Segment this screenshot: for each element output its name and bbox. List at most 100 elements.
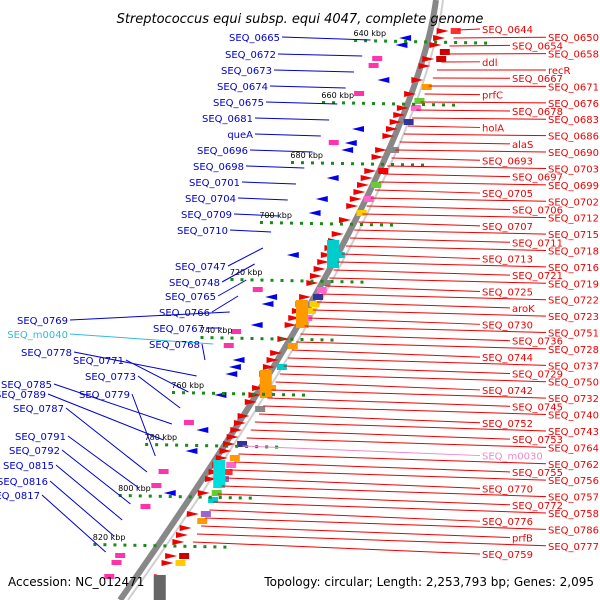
kbp-tick-dot	[392, 102, 396, 106]
kbp-tick-dot	[279, 221, 283, 225]
kbp-tick-dot	[235, 444, 239, 448]
right-gene-label: SEQ_0725	[482, 288, 533, 299]
forward-gene-arrow	[346, 203, 359, 209]
forward-gene-arrow	[422, 56, 435, 62]
right-label-connector	[271, 389, 547, 399]
right-label-connector	[354, 229, 547, 235]
gene-category-block	[200, 511, 211, 517]
kbp-tick-dot	[311, 161, 314, 165]
kbp-label: 640 kbp	[353, 29, 386, 38]
kbp-tick-dot	[192, 391, 196, 395]
kbp-tick-dot	[203, 545, 207, 549]
right-label-connector	[242, 445, 481, 457]
forward-gene-arrow	[313, 266, 326, 272]
reverse-gene-arrow	[395, 42, 408, 48]
kbp-tick-dot	[301, 161, 304, 165]
forward-gene-arrow	[219, 448, 232, 454]
forward-gene-arrow	[226, 434, 239, 440]
right-gene-label: SEQ_0776	[482, 517, 533, 528]
kbp-tick-dot	[372, 102, 376, 105]
gene-category-block	[356, 210, 367, 216]
kbp-tick-dot	[269, 221, 273, 225]
right-label-connector	[424, 93, 481, 96]
left-label-connector	[211, 295, 239, 313]
left-gene-label: SEQ_0696	[197, 146, 248, 157]
right-gene-label: SEQ_0676	[548, 99, 599, 110]
forward-gene-arrow	[215, 455, 228, 461]
gene-category-block	[229, 455, 240, 461]
kbp-tick-dot	[371, 162, 374, 166]
right-label-connector	[209, 509, 481, 522]
forward-gene-arrow	[233, 420, 246, 426]
left-gene-label: SEQ_0815	[3, 461, 54, 472]
right-gene-label: SEQ_0752	[482, 419, 533, 430]
right-label-connector	[250, 429, 511, 440]
forward-gene-arrow	[317, 259, 330, 265]
right-gene-label: SEQ_0711	[512, 238, 563, 249]
forward-gene-arrow	[197, 490, 210, 496]
kbp-tick-dot	[128, 494, 132, 498]
left-label-connector	[221, 263, 255, 283]
left-gene-label: SEQ_0701	[189, 178, 240, 189]
right-gene-label: SEQ_0644	[482, 25, 533, 36]
forward-gene-arrow	[320, 252, 333, 258]
left-gene-label: SEQ_0710	[177, 226, 228, 237]
left-label-connector	[69, 333, 214, 345]
kbp-tick-dot	[153, 544, 157, 548]
right-gene-label: SEQ_0764	[548, 443, 599, 454]
left-label-connector	[53, 383, 173, 425]
left-gene-label: SEQ_0787	[13, 404, 64, 415]
forward-gene-arrow	[172, 539, 185, 545]
left-gene-label: SEQ_0778	[21, 348, 72, 359]
right-label-connector	[391, 157, 481, 161]
right-gene-label: SEQ_0721	[512, 271, 563, 282]
right-label-connector	[457, 28, 481, 31]
left-label-connector	[254, 133, 321, 137]
right-gene-label: SEQ_0723	[548, 312, 599, 323]
kbp-tick-dot	[182, 391, 186, 395]
gene-category-block	[305, 308, 316, 314]
kbp-tick-dot	[464, 41, 468, 45]
kbp-tick-dot	[339, 222, 343, 226]
kbp-tick-dot	[218, 496, 222, 499]
forward-gene-arrow	[284, 322, 297, 328]
left-label-connector	[137, 375, 181, 409]
kbp-tick-dot	[321, 161, 324, 165]
left-gene-label: SEQ_0789	[0, 390, 46, 401]
kbp-tick-dot	[175, 443, 179, 447]
right-label-connector	[395, 149, 547, 153]
kbp-tick-dot	[93, 543, 97, 546]
gene-category-block	[378, 168, 389, 174]
forward-gene-arrow	[389, 119, 402, 125]
kbp-tick-dot	[374, 39, 378, 43]
right-label-connector	[201, 525, 511, 539]
left-label-connector	[55, 464, 123, 521]
kbp-tick-dot	[454, 41, 458, 44]
right-label-connector	[333, 269, 511, 276]
right-label-connector	[275, 381, 481, 391]
left-gene-label: SEQ_0672	[225, 50, 276, 61]
left-label-connector	[227, 247, 264, 267]
left-label-connector	[245, 165, 305, 169]
gene-category-block	[450, 28, 461, 34]
kbp-tick-dot	[232, 392, 236, 396]
kbp-tick-dot	[329, 222, 333, 226]
kbp-tick-dot	[260, 337, 264, 341]
forward-gene-arrow	[404, 91, 417, 97]
kbp-tick-dot	[215, 444, 219, 448]
forward-gene-arrow	[436, 28, 449, 34]
left-label-connector	[61, 449, 131, 505]
gene-category-block	[414, 98, 425, 104]
kbp-tick-dot	[262, 392, 266, 396]
kbp-tick-dot	[369, 223, 373, 227]
left-gene-label: SEQ_0675	[213, 98, 264, 109]
kbp-tick-dot	[213, 545, 217, 549]
right-gene-label: SEQ_0740	[548, 411, 599, 422]
right-label-connector	[453, 36, 547, 39]
right-label-connector	[420, 101, 547, 104]
kbp-tick-dot	[200, 336, 204, 339]
inner-feature-block	[158, 469, 169, 474]
kbp-tick-dot	[401, 163, 404, 167]
kbp-tick-dot	[290, 279, 294, 283]
left-label-connector	[237, 197, 288, 201]
